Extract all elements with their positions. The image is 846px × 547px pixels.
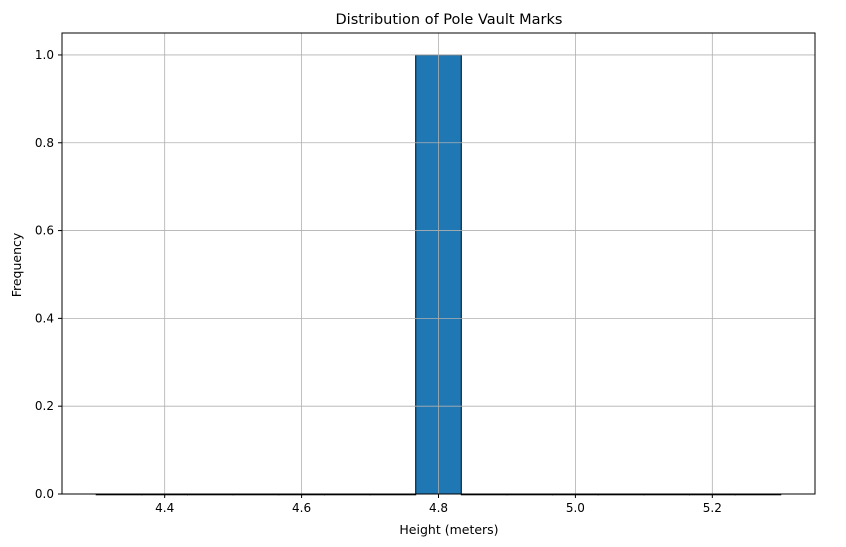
y-axis-label: Frequency — [9, 232, 24, 297]
x-tick-label: 4.8 — [429, 501, 448, 515]
y-tick-label: 0.0 — [35, 487, 54, 501]
chart-title: Distribution of Pole Vault Marks — [336, 12, 563, 28]
y-tick-label: 0.2 — [35, 399, 54, 413]
grid-lines — [62, 33, 815, 495]
x-axis-label: Height (meters) — [399, 522, 498, 537]
x-tick-label: 4.4 — [155, 501, 174, 515]
x-tick-label: 5.2 — [703, 501, 722, 515]
x-axis-ticks: 4.4 4.6 4.8 5.0 5.2 — [155, 494, 722, 515]
y-tick-label: 0.8 — [35, 136, 54, 150]
x-tick-label: 5.0 — [566, 501, 585, 515]
x-tick-label: 4.6 — [292, 501, 311, 515]
y-axis-ticks: 0.0 0.2 0.4 0.6 0.8 1.0 — [35, 48, 62, 501]
y-tick-label: 0.6 — [35, 224, 54, 238]
y-tick-label: 1.0 — [35, 48, 54, 62]
y-tick-label: 0.4 — [35, 311, 54, 325]
